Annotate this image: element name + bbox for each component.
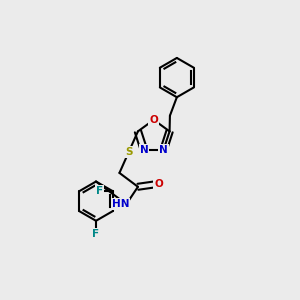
Text: O: O [154,179,163,190]
Text: S: S [125,147,132,157]
Text: F: F [96,186,103,196]
Text: F: F [92,229,100,239]
Text: HN: HN [112,199,129,209]
Text: N: N [140,145,148,155]
Text: O: O [149,115,158,125]
Text: N: N [159,145,168,155]
